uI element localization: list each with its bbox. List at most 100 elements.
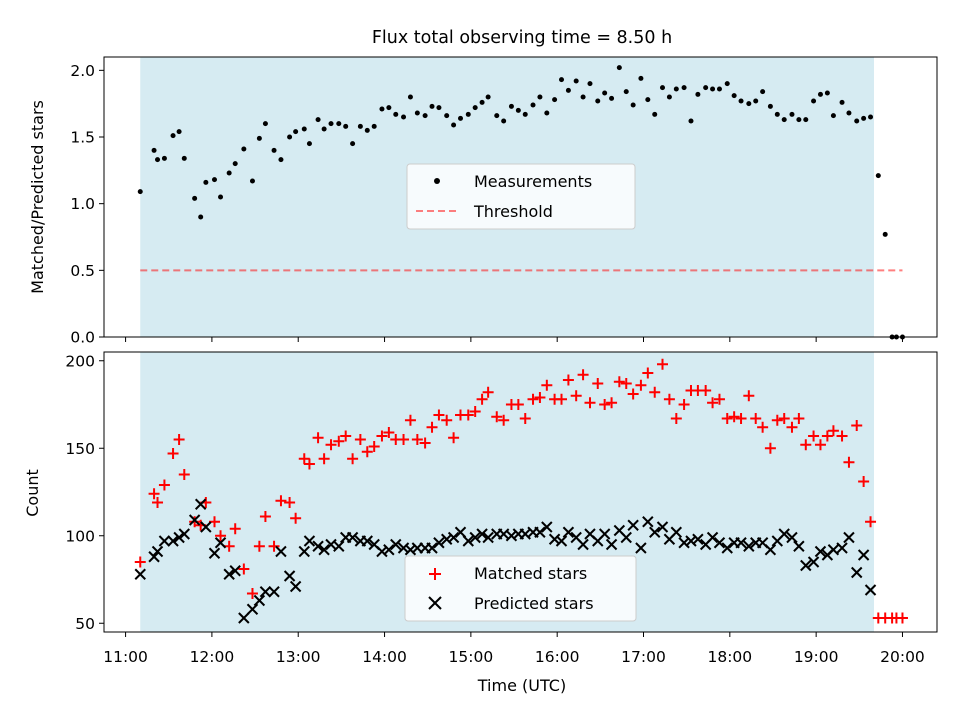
matched-star-point xyxy=(275,495,287,507)
measurement-point xyxy=(451,122,457,128)
measurement-point xyxy=(218,194,224,200)
matched-star-point xyxy=(398,434,410,445)
measurement-point xyxy=(811,98,817,104)
measurement-point xyxy=(301,126,307,132)
legend-measurements-label: Measurements xyxy=(474,172,592,191)
measurement-point xyxy=(767,103,773,109)
legend-plus-marker xyxy=(429,568,441,580)
measurement-point xyxy=(192,195,198,201)
measurement-point xyxy=(817,91,823,97)
measurement-point xyxy=(616,65,622,71)
matched-star-point xyxy=(441,414,453,426)
predicted-star-point xyxy=(706,531,719,544)
matched-star-point xyxy=(843,456,855,468)
measurement-point xyxy=(781,117,787,123)
matched-star-point xyxy=(599,399,611,410)
measurement-point xyxy=(379,106,385,112)
predicted-star-point xyxy=(151,545,164,558)
matched-star-point xyxy=(404,414,416,426)
matched-star-point xyxy=(707,397,719,409)
predicted-star-point xyxy=(778,528,790,540)
matched-star-point xyxy=(750,413,762,424)
predicted-star-point xyxy=(807,556,820,568)
predicted-star-point xyxy=(214,537,227,549)
predicted-star-point xyxy=(188,514,201,526)
predicted-star-point xyxy=(253,594,266,607)
measurement-point xyxy=(203,179,209,185)
measurement-point xyxy=(414,110,420,116)
x-tick-label: 17:00 xyxy=(621,648,666,666)
predicted-star-point xyxy=(605,538,618,551)
predicted-star-point xyxy=(635,542,647,554)
matched-star-point xyxy=(821,430,833,442)
matched-star-point xyxy=(318,453,330,465)
measurement-point xyxy=(256,135,262,141)
x-tick-label: 18:00 xyxy=(707,648,752,666)
predicted-star-point xyxy=(312,540,324,552)
matched-star-point xyxy=(541,379,553,391)
measurement-point xyxy=(422,113,428,119)
predicted-star-point xyxy=(318,544,330,556)
measurement-point xyxy=(241,146,247,152)
predicted-star-point xyxy=(692,533,704,545)
x-axis-label: Time (UTC) xyxy=(477,676,566,695)
matched-star-point xyxy=(361,446,373,458)
measurement-point xyxy=(623,89,629,95)
measurement-point xyxy=(181,155,187,161)
matched-star-point xyxy=(340,430,352,442)
matched-star-point xyxy=(312,432,324,444)
legend-top: Measurements Threshold xyxy=(406,163,636,230)
measurement-point xyxy=(846,110,852,116)
measurement-point xyxy=(595,98,601,104)
measurement-point xyxy=(609,95,615,101)
predicted-star-point xyxy=(361,535,373,547)
measurement-point xyxy=(444,113,450,119)
matched-star-point xyxy=(167,448,179,459)
predicted-star-point xyxy=(148,551,160,563)
matched-star-point xyxy=(627,388,639,400)
predicted-star-point xyxy=(404,544,417,556)
matched-star-point xyxy=(663,393,675,405)
predicted-star-point xyxy=(620,531,632,544)
y-tick-label: 50 xyxy=(75,615,95,633)
measurement-point xyxy=(155,157,161,163)
predicted-star-point xyxy=(303,535,316,547)
matched-star-point xyxy=(620,378,632,389)
predicted-star-point xyxy=(598,528,611,540)
matched-star-point xyxy=(670,413,682,424)
measurement-point xyxy=(753,98,759,104)
y-tick-label: 0.0 xyxy=(70,329,95,347)
measurement-point xyxy=(703,85,709,91)
matched-star-point xyxy=(786,421,798,433)
matched-star-point xyxy=(268,540,280,552)
matched-star-point xyxy=(376,430,388,442)
matched-star-point xyxy=(642,367,654,379)
matched-star-point xyxy=(700,385,712,396)
matched-star-point xyxy=(721,413,733,424)
predicted-star-point xyxy=(178,528,190,540)
predicted-star-point xyxy=(735,537,747,549)
measurement-point xyxy=(681,85,687,91)
predicted-star-points xyxy=(134,498,877,624)
measurement-point xyxy=(306,141,312,147)
matched-star-point xyxy=(426,421,438,433)
measurement-point xyxy=(508,103,514,109)
measurement-point xyxy=(839,99,845,105)
predicted-star-point xyxy=(577,538,589,551)
matched-star-point xyxy=(253,540,265,552)
measurement-point xyxy=(875,173,881,179)
predicted-star-point xyxy=(346,531,359,544)
matched-star-point xyxy=(606,397,618,409)
matched-star-point xyxy=(333,435,345,447)
y-axis-label-bottom: Count xyxy=(23,469,42,517)
y-tick-label: 0.5 xyxy=(70,262,95,280)
predicted-star-point xyxy=(283,570,296,582)
measurement-point xyxy=(695,91,701,97)
predicted-star-point xyxy=(562,526,575,538)
measurement-point xyxy=(501,118,507,124)
measurement-point xyxy=(278,157,284,163)
legend-bottom-box xyxy=(404,555,637,622)
predicted-star-point xyxy=(786,531,798,544)
legend-bottom: Matched stars Predicted stars xyxy=(404,555,637,622)
